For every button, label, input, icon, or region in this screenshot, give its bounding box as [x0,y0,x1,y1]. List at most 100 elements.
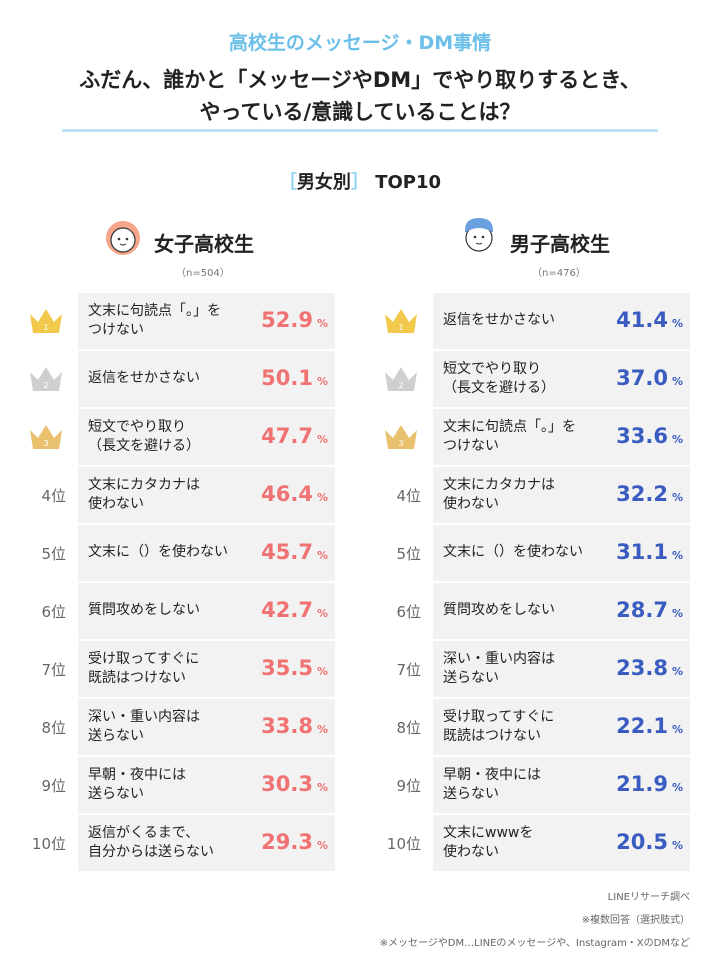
rank: 9位 [396,777,421,795]
item-line: 文末に（）を使わない [443,544,583,560]
rank: 1 [398,323,403,332]
row-bg [78,525,335,581]
row-bg [433,757,690,813]
row-bg [78,583,335,639]
value-unit: % [316,607,328,620]
item-text: 文末にカタカナは 使わない [88,476,200,514]
value: 22.1% [616,714,683,738]
rank: 10位 [31,835,66,853]
item-text: 深い・重い内容は 送らない [443,650,555,688]
value-unit: % [671,781,683,794]
value-number: 52.9 [261,308,313,332]
crown: 1 [30,309,62,333]
rank: 5位 [396,545,421,563]
value: 23.8% [616,656,683,680]
row-bg [78,293,335,349]
item-text: 質問攻めをしない [443,601,555,620]
value-number: 32.2 [616,482,668,506]
value-unit: % [671,433,683,446]
value: 50.1% [261,366,328,390]
item-line: 質問攻めをしない [88,602,200,618]
item-line: 深い・重い内容は [88,709,200,725]
item-text: 短文でやり取り （長文を避ける） [88,418,200,456]
item-line: 使わない [443,844,499,860]
value-unit: % [316,723,328,736]
boy-icon [464,218,494,252]
value: 35.5% [261,656,328,680]
value: 28.7% [616,598,683,622]
rank: 3 [43,439,48,448]
value: 46.4% [261,482,328,506]
crown: 2 [385,367,417,391]
item-line: 早朝・夜中には [443,767,541,783]
sample-size: （n=504） [176,268,230,279]
item-line: 返信をせかさない [88,370,200,386]
item-text: 文末に句読点「。」を つけない [88,302,221,340]
item-line: 返信をせかさない [443,312,555,328]
girl-icon [106,221,140,255]
value: 31.1% [616,540,683,564]
rank: 2 [398,381,403,390]
value-number: 41.4 [616,308,668,332]
value-number: 35.5 [261,656,313,680]
item-line: 深い・重い内容は [443,651,555,667]
title-line: やっている/意識していることは？ [199,100,521,124]
item-text: 受け取ってすぐに 既読はつけない [443,708,554,746]
row-bg [78,351,335,407]
section-label: 男女別 [296,172,351,193]
rank: 3 [398,439,403,448]
item-line: 文末に句読点「。」を [443,419,576,435]
item-line: 文末に（）を使わない [88,544,228,560]
divider [62,129,658,132]
value-unit: % [316,781,328,794]
row-bg [433,351,690,407]
footer-note: LINEリサーチ調べ [607,892,690,903]
item-line: 受け取ってすぐに [443,709,555,725]
item-line: 送らない [443,670,499,686]
item-line: 質問攻めをしない [443,602,555,618]
value-number: 29.3 [261,830,313,854]
value-number: 37.0 [616,366,668,390]
section-title: ［男女別］ TOP10 [278,172,442,193]
item-line: 送らない [88,786,144,802]
kicker: 高校生のメッセージ・DM事情 [228,32,492,54]
crown: 3 [30,425,62,449]
footer-note: ※複数回答（選択肢式） [581,915,690,926]
value: 41.4% [616,308,683,332]
item-line: 自分からは送らない [88,844,214,860]
item-text: 文末に（）を使わない [88,543,228,562]
rank: 4位 [41,487,66,505]
value-unit: % [671,549,683,562]
row-bg [78,815,335,871]
item-line: （長文を避ける） [88,438,200,454]
item-text: 返信をせかさない [88,369,200,388]
value-number: 20.5 [616,830,668,854]
item-line: 使わない [443,496,499,512]
value-number: 30.3 [261,772,313,796]
item-line: 早朝・夜中には [88,767,186,783]
footer-note: ※メッセージやDM…LINEのメッセージや、Instagram・XのDMなど [379,938,690,949]
row-bg [433,525,690,581]
value-unit: % [316,433,328,446]
value: 52.9% [261,308,328,332]
row-bg [433,641,690,697]
crown-shape [385,367,417,391]
rank: 2 [43,381,48,390]
item-text: 短文でやり取り （長文を避ける） [443,360,555,398]
item-text: 文末に（）を使わない [443,543,583,562]
value-unit: % [316,665,328,678]
item-line: 文末にwwwを [443,825,534,841]
rank: 5位 [41,545,66,563]
value-number: 22.1 [616,714,668,738]
item-line: （長文を避ける） [443,380,555,396]
item-line: 文末にカタカナは [443,477,555,493]
value-number: 21.9 [616,772,668,796]
value-unit: % [316,839,328,852]
value: 29.3% [261,830,328,854]
value: 42.7% [261,598,328,622]
row-bg [433,409,690,465]
value-unit: % [671,665,683,678]
value: 33.6% [616,424,683,448]
value: 45.7% [261,540,328,564]
